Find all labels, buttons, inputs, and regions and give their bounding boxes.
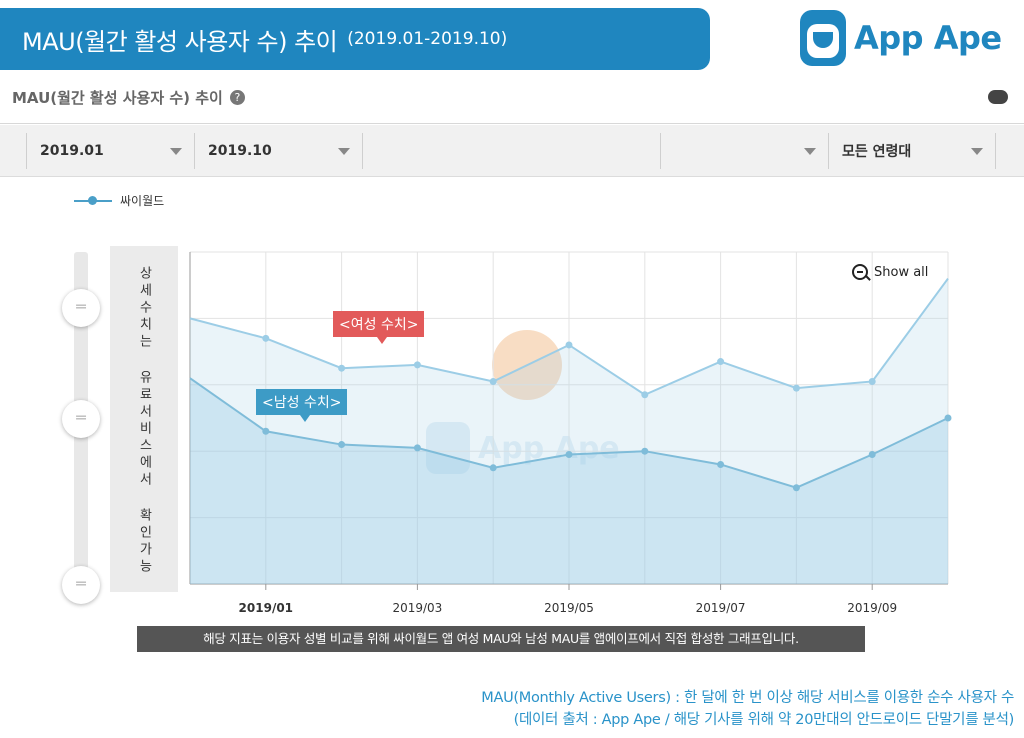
start-date-select[interactable]: 2019.01 (26, 133, 194, 169)
start-date-value: 2019.01 (40, 143, 104, 159)
app-select[interactable] (660, 133, 828, 169)
show-all-label: Show all (874, 264, 929, 280)
title-banner: MAU(월간 활성 사용자 수) 추이 (2019.01-2019.10) (0, 8, 710, 70)
data-point (338, 364, 346, 372)
watermark-text: App Ape (478, 431, 620, 466)
series-area-1 (190, 278, 948, 584)
data-point (792, 384, 800, 392)
end-date-value: 2019.10 (208, 143, 272, 159)
chart-legend[interactable]: 싸이월드 (74, 192, 164, 209)
chevron-down-icon (338, 148, 350, 155)
footer-source: (데이터 출처 : App Ape / 해당 기사를 위해 약 20만대의 안드… (513, 712, 1015, 728)
end-date-select[interactable]: 2019.10 (194, 133, 362, 169)
data-point (413, 444, 421, 452)
section-header: MAU(월간 활성 사용자 수) 추이 ? (0, 72, 1024, 124)
data-point (717, 358, 725, 366)
data-point (792, 484, 800, 492)
show-all-button[interactable]: Show all (852, 264, 928, 280)
filter-bar: 2019.01 2019.10 모든 연령대 (0, 125, 1024, 177)
section-title: MAU(월간 활성 사용자 수) 추이 (12, 89, 223, 107)
logo-text: App Ape (854, 19, 1002, 57)
data-point (262, 334, 270, 342)
app-ape-face-icon (800, 10, 846, 66)
data-point (489, 464, 497, 472)
banner-period: (2019.01-2019.10) (347, 29, 508, 49)
chart-note: 해당 지표는 이용자 성별 비교를 위해 싸이월드 앱 여성 MAU와 남성 M… (137, 626, 865, 652)
locked-detail-text: 상세수치는 유료서비스에서 확인가능 (136, 266, 152, 576)
app-ape-logo: App Ape (800, 10, 1002, 66)
legend-label: 싸이월드 (120, 194, 165, 208)
data-point (641, 391, 649, 399)
locked-detail-panel: 상세수치는 유료서비스에서 확인가능 (110, 246, 178, 592)
male-annotation: <남성 수치> (256, 389, 348, 422)
data-point (565, 451, 573, 459)
x-tick-label: 2019/09 (847, 601, 897, 615)
age-value: 모든 연령대 (842, 144, 912, 160)
chevron-down-icon (170, 148, 182, 155)
female-annotation: <여성 수치> (333, 311, 425, 344)
age-select[interactable]: 모든 연령대 (828, 133, 996, 169)
x-tick-label: 2019/07 (696, 601, 746, 615)
x-tick-label: 2019/03 (392, 601, 442, 615)
legend-line-icon (74, 195, 112, 205)
watermark-logo: App Ape (426, 422, 620, 474)
chevron-down-icon (804, 148, 816, 155)
series-area-2 (190, 378, 948, 584)
data-point (717, 460, 725, 468)
cloud-download-icon[interactable] (988, 90, 1008, 104)
chevron-down-icon (971, 148, 983, 155)
watermark-face-icon (426, 422, 470, 474)
data-point (565, 341, 573, 349)
slider-handle-top[interactable]: ═ (62, 289, 100, 327)
x-tick-label: 2019/01 (239, 601, 293, 615)
slider-handle-middle[interactable]: ═ (62, 400, 100, 438)
data-point (489, 377, 497, 385)
zoom-out-icon (852, 264, 868, 280)
x-tick-label: 2019/05 (544, 601, 594, 615)
help-icon[interactable]: ? (229, 90, 245, 105)
data-point (868, 377, 876, 385)
footer-definition: MAU(Monthly Active Users) : 한 달에 한 번 이상 … (481, 690, 1014, 706)
empty-filter[interactable] (362, 133, 660, 169)
data-point (944, 414, 952, 422)
data-point (868, 451, 876, 459)
data-point (262, 427, 270, 435)
data-point (413, 361, 421, 369)
data-point (641, 447, 649, 455)
slider-handle-bottom[interactable]: ═ (62, 566, 100, 604)
banner-title: MAU(월간 활성 사용자 수) 추이 (22, 27, 338, 56)
data-point (338, 441, 346, 449)
